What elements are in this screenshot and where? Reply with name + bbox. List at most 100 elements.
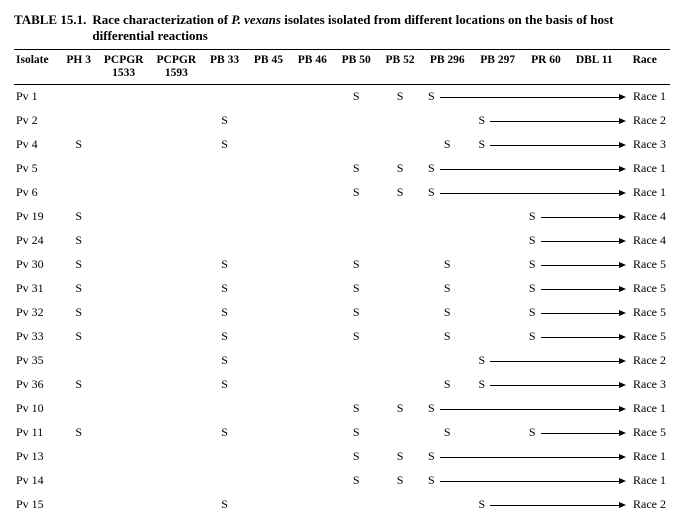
table-row: Pv 33SSSSSRace 5 [14,325,670,349]
data-cell [150,181,203,205]
s-marker: S [428,89,435,104]
race-label: Race 5 [633,305,666,320]
data-cell: S [422,277,472,301]
isolate-cell: Pv 10 [14,397,60,421]
data-cell: S [422,373,472,397]
data-cell [290,253,334,277]
data-cell: S [203,493,247,517]
data-cell [247,373,291,397]
data-cell [247,445,291,469]
race-arrow-cell: SRace 5 [523,301,670,325]
s-marker: S [529,281,536,296]
data-cell: S [334,421,378,445]
data-cell [60,109,97,133]
race-arrow-cell: SRace 3 [472,373,670,397]
data-cell [378,277,422,301]
data-cell [290,133,334,157]
data-cell [150,397,203,421]
data-cell [334,109,378,133]
table-row: Pv 32SSSSSRace 5 [14,301,670,325]
s-marker: S [428,185,435,200]
race-arrow-cell: SRace 4 [523,229,670,253]
data-cell [247,277,291,301]
table-title: Race characterization of P. vexans isola… [92,12,670,45]
data-cell [60,157,97,181]
arrow-line [541,217,622,218]
data-cell: S [60,277,97,301]
data-cell [247,109,291,133]
race-label: Race 1 [633,185,666,200]
arrow-line [490,361,622,362]
data-cell [422,109,472,133]
column-header: PH 3 [60,49,97,84]
data-cell [334,205,378,229]
arrow-head-icon [619,478,626,484]
data-cell: S [422,301,472,325]
data-cell [290,109,334,133]
data-cell [97,181,150,205]
data-cell [378,493,422,517]
arrow-line [541,265,622,266]
data-cell [60,397,97,421]
data-cell: S [60,301,97,325]
race-arrow-cell: SRace 1 [422,84,670,109]
data-cell [97,253,150,277]
arrow-head-icon [619,286,626,292]
column-header: PCPGR1533 [97,49,150,84]
race-label: Race 5 [633,425,666,440]
data-cell [334,349,378,373]
arrow-line [440,481,622,482]
table-row: Pv 19SSRace 4 [14,205,670,229]
table-number: TABLE 15.1. [14,12,86,45]
data-cell [334,229,378,253]
data-cell [150,277,203,301]
data-cell: S [203,325,247,349]
data-cell: S [422,133,472,157]
data-cell: S [203,421,247,445]
data-cell [60,493,97,517]
column-header: Race [619,49,670,84]
isolate-cell: Pv 19 [14,205,60,229]
data-cell [247,253,291,277]
data-cell [422,493,472,517]
arrow-head-icon [619,358,626,364]
arrow-line [541,241,622,242]
arrow-head-icon [619,334,626,340]
data-cell: S [334,253,378,277]
data-cell [290,349,334,373]
data-cell [97,133,150,157]
data-cell: S [60,253,97,277]
data-cell: S [378,84,422,109]
column-header: PB 297 [472,49,522,84]
title-text-part: Race characterization of [92,12,231,27]
data-cell [290,421,334,445]
data-cell [247,421,291,445]
data-cell [378,253,422,277]
s-marker: S [478,377,485,392]
race-label: Race 1 [633,473,666,488]
race-label: Race 1 [633,161,666,176]
data-cell: S [203,109,247,133]
data-cell [472,421,522,445]
race-label: Race 5 [633,257,666,272]
data-cell [203,397,247,421]
data-cell [247,397,291,421]
race-arrow-cell: SRace 2 [472,493,670,517]
data-cell [378,325,422,349]
data-cell [97,325,150,349]
isolate-cell: Pv 15 [14,493,60,517]
arrow-line [541,337,622,338]
s-marker: S [478,497,485,512]
data-cell [203,84,247,109]
data-cell: S [378,397,422,421]
data-cell [378,133,422,157]
data-cell: S [334,277,378,301]
race-arrow-cell: SRace 5 [523,325,670,349]
data-cell: S [203,349,247,373]
arrow-head-icon [619,142,626,148]
data-cell [290,445,334,469]
table-row: Pv 24SSRace 4 [14,229,670,253]
data-cell [150,157,203,181]
data-cell [247,493,291,517]
race-table: IsolatePH 3PCPGR1533PCPGR1593PB 33PB 45P… [14,49,670,517]
